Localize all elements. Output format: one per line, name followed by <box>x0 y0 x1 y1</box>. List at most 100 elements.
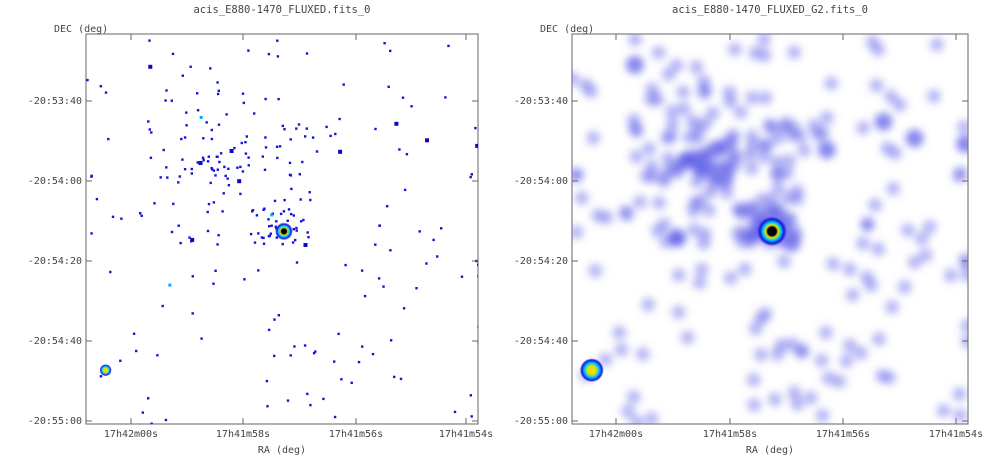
smoothed-blob <box>737 262 752 277</box>
smoothed-blob <box>719 185 734 200</box>
event-pixel-hot <box>199 115 203 119</box>
source-secondary <box>99 364 112 377</box>
smoothed-blob <box>727 42 742 57</box>
smoothed-blob <box>599 210 614 225</box>
event-pixel <box>225 113 228 116</box>
smoothed-blob <box>731 203 746 218</box>
event-pixel <box>322 397 325 401</box>
event-pixel <box>425 262 428 265</box>
smoothed-blob <box>900 223 915 238</box>
event-pixel <box>276 156 279 160</box>
event-pixel <box>436 255 439 258</box>
panel-right-ticks: 17h42m00s 17h41m58s 17h41m56s 17h41m54s -20:… <box>514 34 983 440</box>
x-tick-label: 17h41m56s <box>329 429 383 440</box>
panel-left: acis_E880-1470_FLUXED.fits_0 DEC (deg) 1… <box>28 4 493 456</box>
panel-left-xlabel: RA (deg) <box>258 445 306 456</box>
event-pixel <box>292 228 295 231</box>
event-pixel <box>273 354 276 358</box>
event-pixel <box>255 214 259 217</box>
event-pixel <box>357 360 361 364</box>
event-pixel <box>236 166 239 169</box>
event-pixel <box>477 275 478 278</box>
event-pixel <box>227 184 231 187</box>
event-pixel <box>287 208 291 211</box>
smoothed-blob <box>764 191 779 206</box>
event-pixel <box>342 83 345 86</box>
event-pixel <box>196 109 200 112</box>
smoothed-blob <box>692 275 707 290</box>
event-pixel <box>189 65 192 68</box>
event-pixel <box>237 179 242 184</box>
smoothed-blob <box>826 256 841 271</box>
panel-left-ylabel: DEC (deg) <box>54 24 108 35</box>
event-pixel <box>288 161 292 165</box>
smoothed-blob <box>764 121 779 135</box>
event-pixel <box>212 169 216 172</box>
event-pixel <box>253 241 257 244</box>
smoothed-blob <box>744 200 758 215</box>
y-tick-label: -20:53:40 <box>514 96 568 107</box>
event-pixel <box>470 173 473 176</box>
event-pixel <box>206 229 210 233</box>
event-pixel <box>218 160 221 164</box>
smoothed-blob <box>753 347 768 362</box>
smoothed-blob <box>696 74 711 89</box>
event-pixel <box>224 174 227 178</box>
smoothed-blob <box>787 385 802 400</box>
event-pixel <box>260 236 264 239</box>
event-pixel <box>361 345 364 348</box>
event-pixel <box>311 136 315 139</box>
event-pixel <box>214 269 217 272</box>
event-pixel <box>99 85 102 88</box>
event-pixel <box>337 332 340 336</box>
smoothed-blob <box>776 120 791 135</box>
event-pixel <box>325 125 328 129</box>
event-pixel <box>181 74 184 77</box>
smoothed-blob <box>936 403 951 418</box>
smoothed-blob <box>769 154 784 169</box>
smoothed-blob <box>733 105 748 120</box>
event-pixel <box>190 167 193 171</box>
smoothed-blob <box>795 343 810 358</box>
event-pixel <box>201 156 205 159</box>
event-pixel <box>333 360 336 363</box>
event-pixel <box>209 181 212 185</box>
smoothed-blob <box>724 134 739 148</box>
smoothed-blob <box>953 166 968 181</box>
event-pixel <box>263 168 267 171</box>
event-pixel <box>477 341 478 344</box>
smoothed-blob <box>630 415 645 424</box>
smoothed-emission <box>572 34 968 424</box>
event-pixel <box>149 156 153 159</box>
smoothed-blob <box>687 222 701 237</box>
smoothed-blob <box>661 67 676 82</box>
event-pixel <box>477 325 478 329</box>
event-pixel <box>148 128 151 131</box>
event-pixel <box>161 304 164 308</box>
event-pixel <box>295 127 298 130</box>
event-pixel <box>99 375 103 378</box>
smoothed-blob <box>686 203 701 218</box>
smoothed-blob <box>864 278 879 293</box>
event-pixel <box>109 270 112 274</box>
event-pixel <box>338 149 343 154</box>
smoothed-blob <box>694 262 709 277</box>
smoothed-blob <box>572 225 584 240</box>
event-pixel <box>206 160 210 163</box>
smoothed-blob <box>669 58 684 73</box>
event-pixel <box>269 232 272 235</box>
event-pixel <box>90 232 93 235</box>
event-pixel <box>290 212 293 216</box>
y-tick-label: -20:54:20 <box>514 256 568 267</box>
smoothed-blob <box>886 181 901 196</box>
event-pixel <box>281 124 284 128</box>
smoothed-blob <box>960 318 968 333</box>
smoothed-blob <box>713 139 728 154</box>
smoothed-blob <box>817 140 836 159</box>
smoothed-blob <box>629 149 644 164</box>
event-pixel <box>219 152 223 155</box>
x-tick-label: 17h42m00s <box>104 429 158 440</box>
y-tick-label: -20:55:00 <box>514 416 568 427</box>
smoothed-blob <box>745 90 760 105</box>
event-pixel <box>216 168 219 171</box>
